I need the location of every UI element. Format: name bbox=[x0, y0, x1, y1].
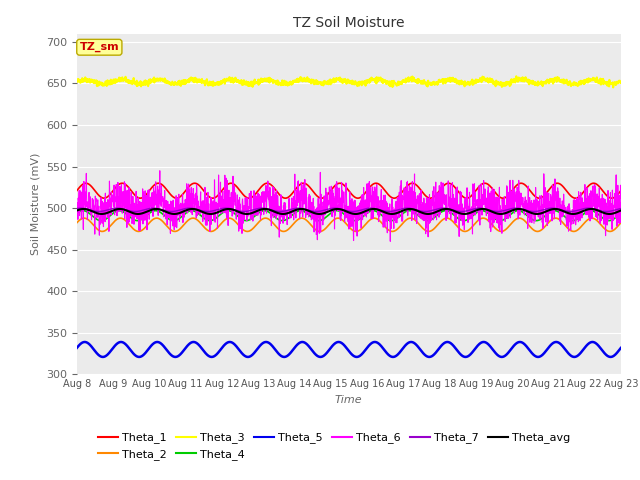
Theta_4 bbox=[602, 217, 609, 223]
Theta_1 bbox=[602, 192, 609, 197]
Theta_3 bbox=[323, 80, 331, 85]
Theta_5 bbox=[100, 354, 108, 360]
Theta_1 bbox=[323, 192, 331, 198]
Theta_6 bbox=[602, 215, 609, 221]
Theta_1 bbox=[617, 188, 625, 193]
Theta_2 bbox=[100, 228, 108, 234]
Theta_1 bbox=[602, 191, 609, 197]
Line: Theta_2: Theta_2 bbox=[77, 218, 621, 231]
Theta_1 bbox=[338, 181, 346, 187]
Theta_4 bbox=[115, 208, 123, 214]
Theta_2 bbox=[73, 220, 81, 226]
Theta_6 bbox=[338, 180, 346, 185]
Theta_7 bbox=[617, 205, 625, 211]
Text: TZ_sm: TZ_sm bbox=[79, 42, 119, 52]
Theta_6 bbox=[100, 216, 108, 222]
Theta_3 bbox=[617, 80, 625, 85]
Y-axis label: Soil Moisture (mV): Soil Moisture (mV) bbox=[30, 153, 40, 255]
Theta_4 bbox=[338, 209, 346, 215]
Theta_6 bbox=[602, 233, 609, 239]
Theta_5 bbox=[135, 354, 143, 360]
Theta_6 bbox=[387, 239, 394, 244]
Theta_1 bbox=[100, 195, 108, 201]
Theta_5 bbox=[617, 345, 625, 351]
Theta_6 bbox=[617, 195, 625, 201]
Theta_7 bbox=[338, 206, 346, 212]
Theta_avg bbox=[338, 207, 346, 213]
Theta_3 bbox=[337, 76, 345, 82]
Theta_avg bbox=[617, 208, 625, 214]
Line: Theta_avg: Theta_avg bbox=[77, 209, 621, 214]
Theta_4 bbox=[602, 217, 609, 223]
Theta_5 bbox=[323, 349, 331, 355]
Line: Theta_7: Theta_7 bbox=[77, 208, 621, 212]
Title: TZ Soil Moisture: TZ Soil Moisture bbox=[293, 16, 404, 30]
Line: Theta_6: Theta_6 bbox=[77, 171, 621, 241]
Line: Theta_5: Theta_5 bbox=[77, 342, 621, 357]
Theta_1 bbox=[73, 188, 81, 193]
Theta_7 bbox=[385, 209, 393, 215]
Theta_avg bbox=[170, 211, 178, 217]
Theta_1 bbox=[502, 194, 509, 200]
Theta_5 bbox=[602, 351, 609, 357]
Theta_7 bbox=[602, 209, 609, 215]
Theta_2 bbox=[602, 227, 609, 232]
Theta_5 bbox=[338, 340, 346, 346]
Theta_6 bbox=[73, 205, 81, 211]
Theta_3 bbox=[100, 82, 108, 87]
Theta_2 bbox=[338, 216, 346, 222]
Theta_7 bbox=[502, 207, 509, 213]
Theta_5 bbox=[602, 351, 609, 357]
Theta_3 bbox=[601, 81, 609, 86]
Theta_1 bbox=[245, 195, 253, 201]
Theta_7 bbox=[100, 208, 108, 214]
Theta_6 bbox=[156, 168, 164, 174]
Theta_2 bbox=[323, 224, 331, 229]
Theta_7 bbox=[73, 205, 81, 211]
Theta_3 bbox=[501, 80, 509, 86]
Theta_3 bbox=[513, 73, 520, 79]
Line: Theta_4: Theta_4 bbox=[77, 211, 621, 221]
Theta_2 bbox=[602, 227, 609, 232]
Theta_avg bbox=[100, 211, 108, 216]
Theta_4 bbox=[73, 210, 81, 216]
Line: Theta_1: Theta_1 bbox=[77, 183, 621, 198]
Theta_4 bbox=[502, 216, 509, 221]
Theta_6 bbox=[502, 214, 509, 219]
Theta_5 bbox=[502, 352, 509, 358]
Theta_2 bbox=[617, 220, 625, 226]
Theta_avg bbox=[502, 210, 509, 216]
Theta_5 bbox=[73, 345, 81, 351]
Theta_1 bbox=[445, 180, 452, 186]
Theta_avg bbox=[73, 208, 81, 214]
Theta_4 bbox=[617, 210, 625, 216]
Theta_2 bbox=[225, 215, 233, 221]
Theta_3 bbox=[73, 78, 81, 84]
Theta_avg bbox=[515, 206, 523, 212]
Theta_4 bbox=[460, 218, 468, 224]
Theta_6 bbox=[323, 209, 331, 215]
Theta_2 bbox=[425, 228, 433, 234]
Theta_7 bbox=[186, 205, 193, 211]
Theta_avg bbox=[602, 211, 609, 216]
X-axis label: Time: Time bbox=[335, 395, 363, 405]
Theta_7 bbox=[323, 206, 331, 212]
Legend: Theta_1, Theta_2, Theta_3, Theta_4, Theta_5, Theta_6, Theta_7, Theta_avg: Theta_1, Theta_2, Theta_3, Theta_4, Thet… bbox=[93, 428, 575, 464]
Theta_3 bbox=[602, 80, 609, 85]
Line: Theta_3: Theta_3 bbox=[77, 76, 621, 87]
Theta_3 bbox=[609, 84, 617, 90]
Theta_5 bbox=[480, 339, 488, 345]
Theta_7 bbox=[602, 209, 609, 215]
Theta_2 bbox=[502, 227, 509, 232]
Theta_avg bbox=[602, 211, 609, 216]
Theta_4 bbox=[100, 217, 108, 223]
Theta_4 bbox=[323, 213, 331, 219]
Theta_avg bbox=[323, 209, 331, 215]
